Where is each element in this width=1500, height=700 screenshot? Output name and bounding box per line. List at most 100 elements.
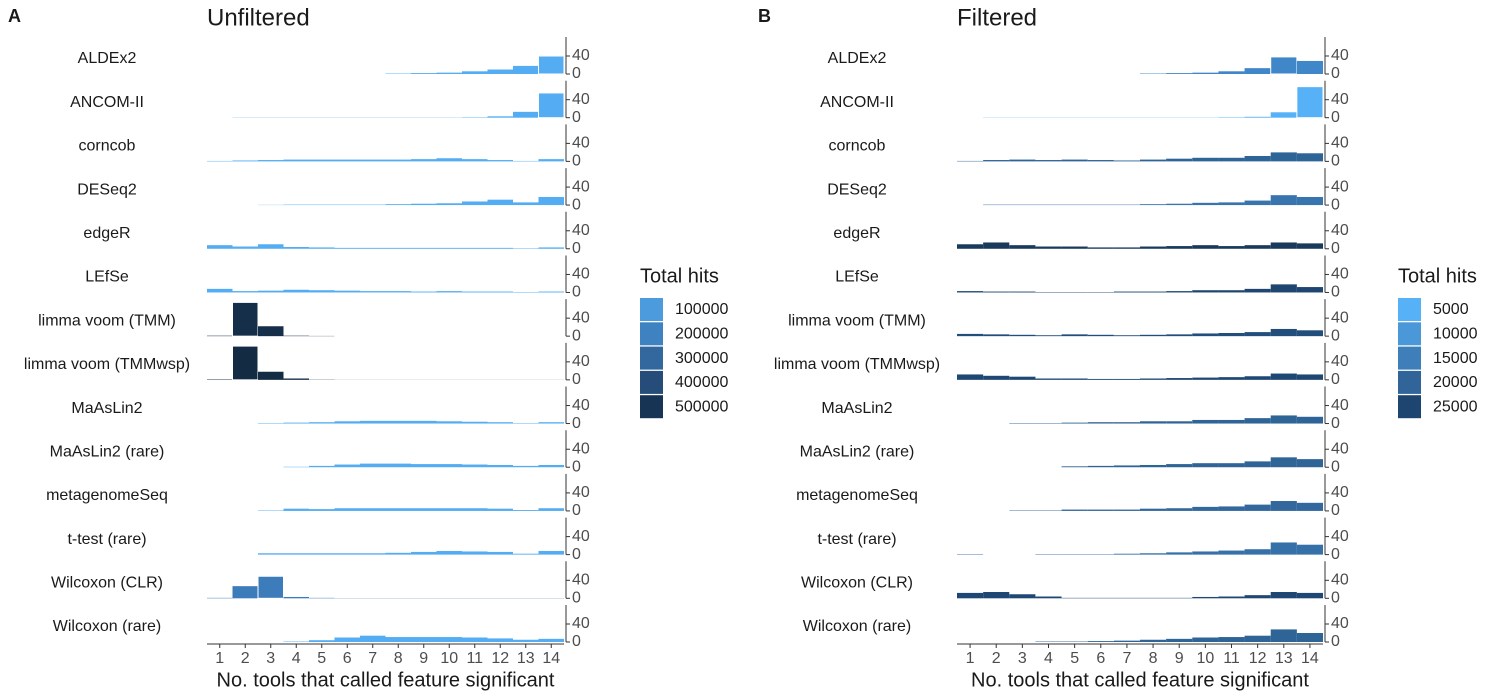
bar — [1140, 291, 1167, 293]
row-label: DESeq2 — [827, 181, 887, 198]
legend-key — [1398, 370, 1421, 394]
bar — [1192, 377, 1219, 380]
row-label: MaAsLin2 — [821, 400, 892, 417]
x-tick-label: 2 — [241, 650, 250, 667]
y-tick-label: 0 — [572, 633, 581, 650]
row-label: DESeq2 — [77, 181, 137, 198]
bar — [258, 160, 284, 162]
bar — [1192, 157, 1219, 162]
bar — [283, 246, 309, 249]
y-tick-label: 0 — [1331, 109, 1340, 126]
bar — [1061, 466, 1088, 468]
bar — [1270, 373, 1297, 380]
bar — [360, 635, 386, 642]
bar — [258, 553, 284, 555]
bar — [258, 290, 284, 293]
row-label: corncob — [79, 138, 136, 155]
y-tick-label: 40 — [572, 572, 590, 589]
bar — [385, 291, 411, 293]
legend-key — [640, 298, 663, 321]
row-label: Wilcoxon (rare) — [803, 618, 911, 635]
y-tick-label: 40 — [572, 615, 590, 632]
bar — [207, 245, 233, 249]
panel-title: Filtered — [957, 4, 1037, 31]
bar — [1166, 508, 1193, 511]
bar — [334, 637, 360, 642]
bar — [1061, 334, 1088, 337]
bar — [957, 244, 984, 249]
bar — [1192, 202, 1219, 206]
x-tick-label: 1 — [215, 650, 224, 667]
bar — [1296, 544, 1323, 555]
bar — [957, 592, 984, 599]
bar — [1296, 196, 1323, 206]
bar — [207, 288, 233, 293]
bar — [385, 247, 411, 249]
bar — [334, 247, 360, 249]
x-tick-label: 5 — [1070, 650, 1079, 667]
bar — [1192, 72, 1219, 74]
y-tick-label: 40 — [572, 47, 590, 64]
bar — [283, 596, 309, 599]
bar — [411, 420, 437, 424]
y-tick-label: 0 — [572, 546, 581, 563]
bar — [360, 463, 386, 468]
bar — [1140, 639, 1167, 642]
legend-label: 200000 — [675, 326, 728, 343]
bar — [487, 247, 513, 249]
y-tick-label: 0 — [1331, 65, 1340, 82]
x-tick-label: 12 — [491, 650, 509, 667]
bar — [385, 204, 411, 206]
bar — [411, 159, 437, 162]
bar — [1296, 416, 1323, 424]
bar — [436, 421, 462, 424]
bar — [1009, 291, 1036, 293]
bar — [462, 159, 488, 162]
bar — [513, 553, 539, 555]
legend-key — [1398, 298, 1421, 321]
bar — [1166, 246, 1193, 249]
bar — [1140, 553, 1167, 555]
bar — [1296, 287, 1323, 293]
bar — [513, 202, 539, 206]
bar — [1061, 246, 1088, 249]
y-tick-label: 0 — [572, 590, 581, 607]
bar — [1035, 160, 1062, 162]
row-label: limma voom (TMMwsp) — [774, 356, 940, 373]
bar — [334, 290, 360, 293]
bar — [1035, 335, 1062, 337]
bar — [1244, 116, 1271, 118]
bar — [1218, 550, 1245, 555]
bar — [1113, 160, 1140, 162]
x-axis-title: No. tools that called feature significan… — [971, 669, 1309, 691]
bar — [1192, 551, 1219, 555]
y-tick-label: 40 — [1331, 397, 1349, 414]
bar — [385, 637, 411, 642]
bar — [309, 465, 335, 468]
y-tick-label: 0 — [1331, 415, 1340, 432]
bar — [1140, 378, 1167, 380]
y-tick-label: 40 — [1331, 484, 1349, 501]
y-tick-label: 40 — [1331, 266, 1349, 283]
bar — [258, 244, 284, 249]
y-tick-label: 40 — [1331, 309, 1349, 326]
bar — [1218, 246, 1245, 249]
bar — [538, 92, 565, 119]
bar — [1009, 334, 1036, 337]
row-label: ALDEx2 — [828, 50, 887, 67]
legend-label: 500000 — [675, 398, 728, 415]
bar — [309, 159, 335, 162]
bar — [1270, 112, 1297, 118]
y-tick-label: 40 — [1331, 47, 1349, 64]
bar — [957, 374, 984, 380]
bar — [411, 203, 437, 206]
row-label: MaAsLin2 — [71, 400, 142, 417]
y-tick-label: 40 — [1331, 91, 1349, 108]
row-label: Wilcoxon (CLR) — [51, 575, 163, 592]
bar — [360, 508, 386, 511]
bar — [983, 375, 1010, 380]
bar — [462, 291, 488, 293]
bar — [538, 291, 564, 293]
bar — [1192, 419, 1219, 424]
bar — [1140, 159, 1167, 162]
